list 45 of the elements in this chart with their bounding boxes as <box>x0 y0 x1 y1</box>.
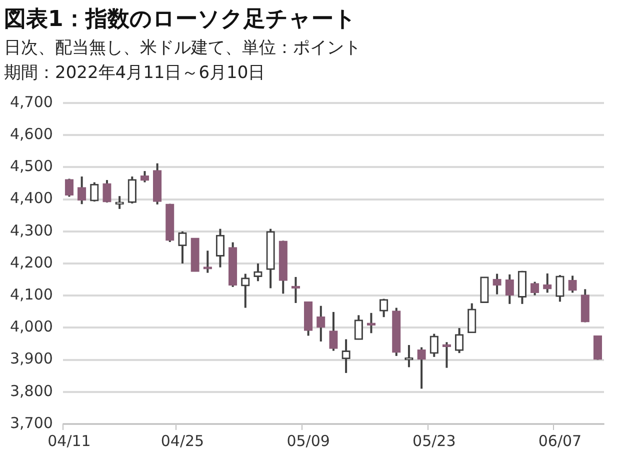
y-tick-label: 4,500 <box>10 157 53 176</box>
x-tick-label: 04/25 <box>160 432 204 450</box>
candlestick <box>417 346 426 390</box>
candlestick <box>354 314 363 341</box>
chart-subtitle: 日次、配当無し、米ドル建て、単位：ポイント <box>3 37 362 59</box>
y-tick-label: 3,800 <box>10 382 53 400</box>
y-tick-label: 4,700 <box>10 92 53 111</box>
text: 期間：2022年4月11日～6月10日 <box>3 62 266 84</box>
candlestick <box>178 230 187 264</box>
candlestick <box>342 338 350 374</box>
candlestick <box>316 304 326 343</box>
y-tick-label: 4,200 <box>10 253 53 272</box>
candlestick <box>568 274 577 294</box>
candlestick <box>530 280 540 296</box>
y-tick-label: 4,600 <box>10 124 53 143</box>
candlestick <box>241 272 250 309</box>
candlestick <box>329 310 338 352</box>
candlestick <box>468 302 476 334</box>
candlestick <box>556 274 564 303</box>
candlestick <box>128 176 136 204</box>
y-tick-label: 4,100 <box>10 285 53 304</box>
x-tick-label: 06/07 <box>538 432 582 450</box>
candlestick <box>254 262 262 282</box>
candlestick <box>203 250 212 274</box>
candlestick <box>430 332 438 358</box>
x-tick-label: 04/11 <box>48 432 91 450</box>
candlestick <box>454 327 464 354</box>
candlestick <box>140 170 150 184</box>
candlestick <box>64 178 74 198</box>
candlestick <box>216 228 225 268</box>
x-tick-label: 05/23 <box>412 432 456 450</box>
y-tick-label: 4,400 <box>10 189 53 208</box>
y-tick-label: 3,900 <box>10 350 53 368</box>
candlestick <box>518 270 527 305</box>
candlestick <box>102 179 112 204</box>
x-tick-label: 05/09 <box>286 432 330 450</box>
y-tick-label: 4,000 <box>10 318 53 336</box>
candlestick <box>77 176 86 206</box>
candlestick <box>505 273 514 305</box>
y-tick-label: 4,300 <box>10 221 53 240</box>
candlestick <box>492 272 502 296</box>
candlestick <box>379 298 388 318</box>
candlestick <box>90 181 99 203</box>
y-tick-label: 3,700 <box>10 414 53 432</box>
chart-title: 図表1：指数のローソク足チャート <box>3 6 358 34</box>
